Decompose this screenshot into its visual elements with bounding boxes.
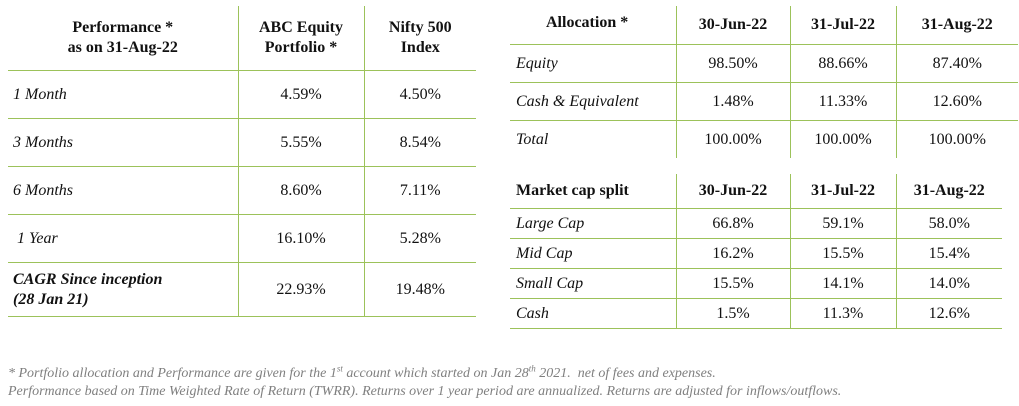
allocation-label: Total (516, 130, 549, 148)
table-row: Small Cap 15.5% 14.1% 14.0% (510, 268, 1002, 299)
cap-label: Small Cap (510, 268, 676, 299)
cap-value: 1.5% (675, 298, 790, 329)
table-row: Large Cap 66.8% 59.1% 58.0% (510, 208, 1002, 239)
index-return: 7.11% (363, 166, 476, 215)
allocation-label: Cash & Equivalent (510, 82, 676, 121)
portfolio-header: ABC Equity Portfolio * (237, 6, 364, 71)
allocation-value: 100.00% (895, 120, 1018, 158)
allocation-value: 1.48% (675, 82, 790, 121)
table-row: 3 Months 5.55% 8.54% (8, 118, 476, 167)
table-row: Cash & Equivalent 1.48% 11.33% 12.60% (510, 82, 1018, 121)
cap-value: 58.0% (895, 208, 1002, 239)
date-header: 30-Jun-22 (675, 6, 790, 45)
allocation-value: 11.33% (789, 82, 896, 121)
cap-label: Mid Cap (510, 238, 676, 269)
cap-value: 15.4% (895, 238, 1002, 269)
table-row: 1 Year 16.10% 5.28% (8, 214, 476, 263)
footnote-2: Performance based on Time Weighted Rate … (8, 384, 842, 399)
period-label: 1 Year (8, 214, 238, 263)
date-header: 31-Aug-22 (895, 174, 1002, 209)
performance-table: Performance * as on 31-Aug-22 ABC Equity… (8, 6, 476, 317)
allocation-title: Allocation * (510, 6, 676, 45)
portfolio-return: 8.60% (237, 166, 364, 215)
market-cap-table: Market cap split 30-Jun-22 31-Jul-22 31-… (510, 174, 1002, 329)
cap-value: 12.6% (895, 298, 1002, 329)
index-return: 5.28% (363, 214, 476, 263)
performance-header-row: Performance * as on 31-Aug-22 ABC Equity… (8, 6, 476, 71)
index-return: 8.54% (363, 118, 476, 167)
index-return: 4.50% (363, 70, 476, 119)
allocation-value: 88.66% (789, 44, 896, 83)
cap-value: 59.1% (789, 208, 896, 239)
allocation-value: 87.40% (895, 44, 1018, 83)
market-cap-header-row: Market cap split 30-Jun-22 31-Jul-22 31-… (510, 174, 1002, 209)
period-label: 6 Months (8, 166, 238, 215)
cap-value: 14.0% (895, 268, 1002, 299)
period-label: 3 Months (8, 118, 238, 167)
cap-value: 16.2% (675, 238, 790, 269)
cap-value: 11.3% (789, 298, 896, 329)
portfolio-return: 5.55% (237, 118, 364, 167)
table-row: Total 100.00% 100.00% 100.00% (510, 120, 1018, 158)
allocation-label: Equity (510, 44, 676, 83)
table-row: Cash 1.5% 11.3% 12.6% (510, 298, 1002, 329)
allocation-value: 100.00% (789, 120, 896, 158)
cap-value: 66.8% (675, 208, 790, 239)
table-row: 6 Months 8.60% 7.11% (8, 166, 476, 215)
date-header: 31-Jul-22 (789, 6, 896, 45)
performance-header-label: Performance * as on 31-Aug-22 (67, 19, 178, 56)
date-header: 31-Aug-22 (895, 6, 1018, 45)
cap-value: 15.5% (789, 238, 896, 269)
cap-value: 14.1% (789, 268, 896, 299)
portfolio-cagr: 22.93% (237, 262, 364, 317)
allocation-value: 100.00% (675, 120, 790, 158)
index-cagr: 19.48% (363, 262, 476, 317)
index-header: Nifty 500 Index (363, 6, 476, 71)
market-cap-title: Market cap split (516, 182, 629, 199)
allocation-header-row: Allocation * 30-Jun-22 31-Jul-22 31-Aug-… (510, 6, 1018, 45)
allocation-table: Allocation * 30-Jun-22 31-Jul-22 31-Aug-… (510, 6, 1018, 158)
portfolio-return: 4.59% (237, 70, 364, 119)
cap-label: Large Cap (510, 208, 676, 239)
date-header: 30-Jun-22 (675, 174, 790, 209)
period-label: 1 Month (8, 70, 238, 119)
footnote-1: * Portfolio allocation and Performance a… (8, 363, 716, 381)
table-row: Equity 98.50% 88.66% 87.40% (510, 44, 1018, 83)
portfolio-return: 16.10% (237, 214, 364, 263)
cagr-label: CAGR Since inception (28 Jan 21) (8, 262, 238, 317)
date-header: 31-Jul-22 (789, 174, 896, 209)
allocation-value: 12.60% (895, 82, 1018, 121)
cap-label: Cash (510, 298, 676, 329)
allocation-value: 98.50% (675, 44, 790, 83)
cagr-row: CAGR Since inception (28 Jan 21) 22.93% … (8, 262, 476, 317)
table-row: Mid Cap 16.2% 15.5% 15.4% (510, 238, 1002, 269)
cap-value: 15.5% (675, 268, 790, 299)
table-row: 1 Month 4.59% 4.50% (8, 70, 476, 119)
